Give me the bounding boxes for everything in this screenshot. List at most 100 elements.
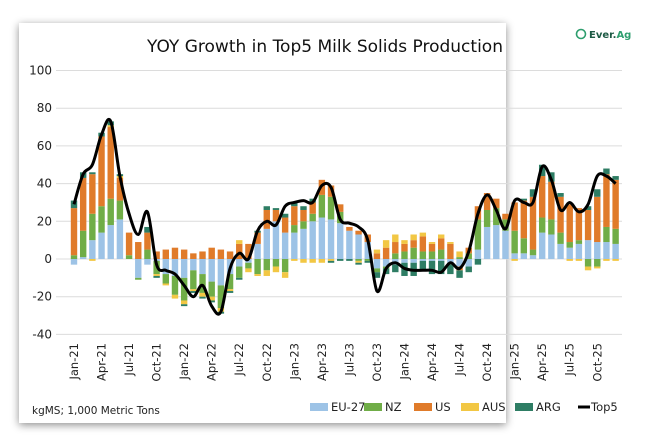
legend-swatch-aus — [461, 403, 479, 411]
bar-arg-jul-23 — [346, 259, 353, 261]
bar-nz-may-23 — [327, 196, 335, 220]
bar-eu-27-may-23 — [327, 219, 335, 259]
bar-arg-jul-22 — [236, 277, 243, 280]
bar-nz-feb-22 — [190, 270, 197, 290]
bar-arg-dec-22 — [281, 213, 289, 218]
y-tick-label: 60 — [37, 139, 52, 153]
y-tick-label: -20 — [32, 290, 52, 304]
bar-eu-27-nov-24 — [493, 225, 500, 259]
bar-eu-27-feb-22 — [190, 259, 197, 271]
brand-logo-text: Ever.Ag — [589, 30, 631, 41]
y-tick-label: 20 — [37, 214, 52, 228]
bar-arg-may-24 — [438, 260, 445, 275]
x-tick-label: Jan-22 — [177, 343, 191, 381]
bar-arg-oct-23 — [373, 272, 381, 278]
bar-nz-jan-22 — [180, 277, 188, 301]
bar-aus-oct-25 — [594, 266, 601, 269]
bar-eu-27-jan-25 — [511, 253, 518, 259]
bar-nz-feb-25 — [520, 238, 528, 254]
bar-nz-apr-23 — [318, 194, 326, 218]
bar-us-may-25 — [548, 181, 555, 220]
bar-arg-jul-24 — [456, 270, 463, 278]
bar-us-oct-22 — [263, 209, 270, 229]
bar-arg-jun-24 — [447, 264, 454, 275]
bar-nz-mar-21 — [89, 213, 96, 241]
x-tick-label: Jan-24 — [397, 343, 411, 381]
x-tick-label: Jan-23 — [287, 343, 301, 381]
bar-us-aug-23 — [355, 230, 362, 235]
bar-aus-may-23 — [327, 259, 335, 261]
bar-arg-sep-21 — [144, 226, 151, 233]
bar-eu-27-sep-22 — [254, 243, 261, 259]
x-tick-label: Jul-21 — [122, 343, 136, 377]
bar-eu-27-mar-22 — [199, 259, 206, 275]
bar-nz-jun-22 — [226, 274, 234, 290]
bar-nz-aug-22 — [245, 262, 252, 269]
bar-aus-jun-22 — [226, 289, 234, 292]
bar-nz-aug-23 — [355, 259, 362, 261]
bar-aus-jan-23 — [291, 259, 298, 261]
bar-aus-sep-22 — [254, 274, 261, 276]
bar-eu-27-aug-23 — [355, 234, 362, 259]
bar-us-jun-24 — [447, 243, 454, 259]
bar-aus-aug-22 — [245, 268, 252, 273]
bar-arg-jun-23 — [337, 259, 344, 261]
bar-aus-dec-22 — [281, 272, 289, 278]
bar-arg-oct-22 — [263, 206, 270, 210]
x-tick-label: Jan-21 — [67, 343, 81, 381]
bar-arg-apr-22 — [208, 300, 215, 303]
bar-us-mar-23 — [309, 202, 316, 214]
bar-us-mar-21 — [89, 174, 96, 214]
bar-eu-27-apr-24 — [428, 259, 436, 261]
x-tick-label: Oct-25 — [590, 343, 604, 382]
bar-nz-jun-25 — [557, 232, 564, 244]
bar-nz-oct-22 — [263, 259, 270, 271]
bar-aus-jul-22 — [236, 240, 243, 244]
bar-arg-mar-25 — [529, 189, 537, 197]
x-tick-label: Jul-22 — [232, 343, 246, 377]
bar-nz-aug-24 — [465, 253, 472, 259]
bar-arg-mar-24 — [419, 260, 427, 271]
bar-us-dec-21 — [171, 247, 179, 259]
bar-eu-27-apr-25 — [538, 232, 546, 259]
bar-nz-dec-24 — [502, 219, 509, 231]
bar-us-sep-21 — [144, 232, 151, 250]
bar-eu-27-apr-21 — [98, 232, 105, 259]
bar-us-jan-22 — [180, 249, 188, 259]
bar-eu-27-jul-23 — [346, 230, 353, 259]
bar-eu-27-feb-25 — [520, 253, 528, 259]
bar-us-feb-25 — [520, 200, 528, 239]
bar-eu-27-sep-23 — [364, 242, 371, 259]
bar-nz-sep-24 — [474, 219, 482, 250]
bar-eu-27-mar-25 — [529, 255, 537, 259]
bar-eu-27-mar-23 — [309, 221, 316, 259]
bar-nz-jul-21 — [125, 255, 133, 259]
bar-eu-27-nov-25 — [603, 242, 610, 259]
bar-eu-27-may-25 — [548, 234, 555, 259]
bar-nz-jan-24 — [401, 251, 408, 259]
bar-nz-jan-25 — [511, 230, 518, 254]
bar-us-may-24 — [438, 238, 445, 250]
bar-arg-jun-25 — [557, 193, 564, 197]
bar-us-feb-21 — [79, 177, 87, 231]
bar-nz-nov-25 — [603, 226, 610, 243]
x-tick-label: Jul-23 — [342, 343, 356, 377]
bar-eu-27-feb-24 — [410, 259, 417, 263]
y-axis: 100 80 60 40 20 0 -20 -40 — [29, 64, 52, 342]
bar-arg-jan-23 — [291, 202, 298, 207]
bar-nz-dec-22 — [281, 259, 289, 273]
bar-nz-apr-22 — [208, 281, 215, 297]
footnote: kgMS; 1,000 Metric Tons — [32, 405, 160, 417]
bar-arg-jan-22 — [180, 304, 188, 307]
bar-us-oct-21 — [153, 251, 160, 259]
bar-eu-27-jan-23 — [291, 232, 298, 259]
bar-nz-may-21 — [107, 198, 114, 226]
top5-line-group — [72, 118, 617, 316]
bar-aus-oct-21 — [153, 274, 160, 276]
x-tick-label: Apr-24 — [425, 343, 439, 381]
legend-swatch-us — [414, 403, 432, 411]
bar-eu-27-oct-23 — [373, 259, 381, 269]
brand-logo: Ever.Ag — [575, 28, 631, 41]
bar-us-jul-21 — [125, 232, 133, 256]
bar-aus-apr-22 — [208, 296, 215, 301]
